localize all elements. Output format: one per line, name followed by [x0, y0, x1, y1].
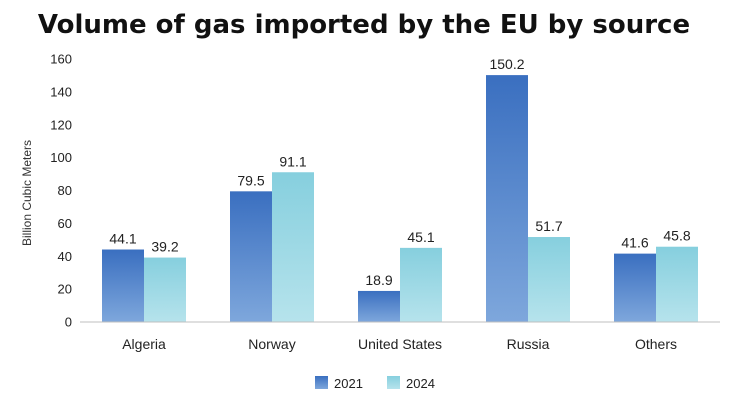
- y-tick-label: 80: [58, 183, 72, 198]
- category-label: Others: [635, 336, 677, 352]
- y-tick-label: 140: [50, 84, 72, 99]
- data-label: 79.5: [237, 172, 264, 188]
- data-label: 44.1: [109, 231, 136, 247]
- bar-2024-united-states: [400, 247, 442, 322]
- y-tick-label: 160: [50, 52, 72, 67]
- category-label: United States: [358, 336, 442, 352]
- data-label: 45.1: [407, 229, 434, 245]
- bar-2024-algeria: [144, 257, 186, 322]
- chart-title: Volume of gas imported by the EU by sour…: [38, 10, 690, 40]
- legend-label-2021: 2021: [334, 376, 363, 391]
- bar-2021-united-states: [358, 290, 400, 322]
- bar-2021-norway: [230, 191, 272, 322]
- legend-label-2024: 2024: [406, 376, 435, 391]
- y-tick-label: 120: [50, 117, 72, 132]
- legend-swatch-2021: [315, 376, 328, 389]
- bars: [102, 75, 698, 322]
- category-label: Norway: [248, 336, 295, 352]
- bar-2024-others: [656, 246, 698, 322]
- data-label: 39.2: [151, 239, 178, 255]
- legend: 2021 2024: [315, 376, 435, 391]
- bar-2024-russia: [528, 237, 570, 322]
- legend-swatch-2024: [387, 376, 400, 389]
- bar-2021-algeria: [102, 249, 144, 322]
- data-labels: 44.1 39.2 79.5 91.1 18.9 45.1 150.2 51.7 41.6 45.…: [109, 56, 690, 288]
- category-label: Russia: [507, 336, 550, 352]
- y-axis: 0 20 40 60 80 100 120 140 160: [50, 52, 72, 330]
- category-label: Algeria: [122, 336, 166, 352]
- y-tick-label: 0: [65, 315, 72, 330]
- data-label: 45.8: [663, 228, 690, 244]
- data-label: 41.6: [621, 235, 648, 251]
- data-label: 51.7: [535, 218, 562, 234]
- bar-2024-norway: [272, 172, 314, 322]
- data-label: 91.1: [279, 153, 306, 169]
- y-tick-label: 40: [58, 249, 72, 264]
- data-label: 150.2: [489, 56, 524, 72]
- x-axis: Algeria Norway United States Russia Others: [122, 336, 677, 352]
- y-tick-label: 100: [50, 150, 72, 165]
- data-label: 18.9: [365, 272, 392, 288]
- y-tick-label: 20: [58, 282, 72, 297]
- bar-2021-russia: [486, 75, 528, 322]
- y-tick-label: 60: [58, 216, 72, 231]
- bar-2021-others: [614, 253, 656, 322]
- y-axis-label: Billion Cubic Meters: [20, 140, 34, 246]
